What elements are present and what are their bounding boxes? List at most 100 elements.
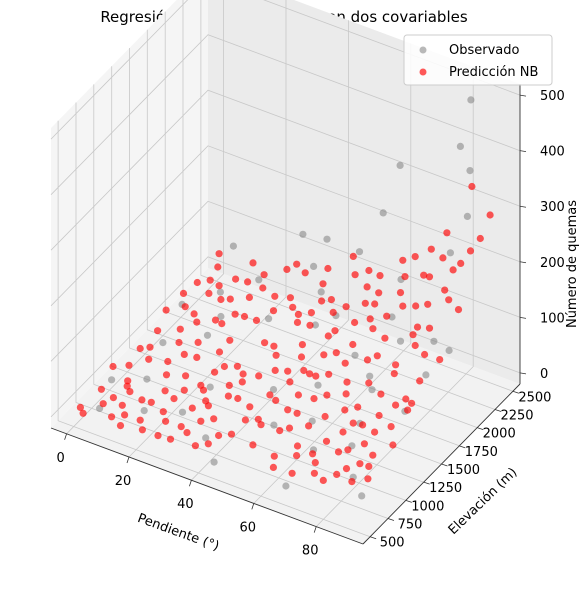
predicted-point — [324, 264, 332, 273]
predicted-point — [365, 462, 373, 470]
predicted-point — [240, 312, 249, 321]
predicted-point — [226, 295, 234, 303]
predicted-point — [297, 353, 306, 361]
predicted-point — [272, 396, 280, 404]
predicted-point — [244, 278, 252, 286]
predicted-point — [232, 275, 240, 283]
gridline-x — [315, 66, 474, 527]
predicted-point — [249, 441, 257, 449]
predicted-point — [255, 372, 263, 380]
predicted-point — [159, 408, 167, 416]
predicted-point — [383, 312, 391, 320]
predicted-point — [99, 400, 107, 408]
y-tick-label: 2250 — [500, 408, 533, 423]
observed-point — [358, 492, 366, 500]
predicted-point — [293, 318, 302, 326]
predicted-point — [310, 395, 318, 403]
predicted-point — [399, 256, 407, 264]
observed-point — [270, 421, 278, 429]
predicted-point — [354, 403, 362, 411]
predicted-point — [210, 415, 218, 423]
observed-point — [299, 230, 307, 238]
predicted-point — [390, 370, 398, 378]
gridline-y — [129, 48, 442, 465]
legend-marker-prediccion — [419, 68, 427, 76]
predicted-point — [270, 342, 278, 350]
predicted-point — [162, 306, 170, 314]
predicted-point — [162, 371, 171, 379]
predicted-point — [205, 289, 213, 297]
predicted-point — [443, 229, 451, 237]
predicted-point — [424, 300, 432, 308]
predicted-point — [356, 460, 364, 468]
predicted-point — [147, 398, 155, 406]
gridline-z — [50, 200, 521, 362]
predicted-point — [468, 182, 476, 191]
gridline-z — [50, 34, 521, 195]
observed-point — [396, 161, 404, 169]
predicted-point — [239, 370, 247, 378]
predicted-point — [220, 362, 228, 371]
predicted-point — [323, 391, 331, 399]
predicted-point — [146, 343, 154, 351]
predicted-point — [218, 320, 226, 328]
predicted-point — [294, 310, 302, 318]
predicted-point — [257, 421, 265, 429]
y-tick-label: 1500 — [447, 463, 480, 478]
predicted-point — [402, 395, 410, 403]
predicted-point — [416, 377, 424, 385]
predicted-point — [260, 271, 268, 279]
predicted-point — [109, 362, 117, 371]
observed-point — [159, 339, 167, 347]
x-tick-label: 0 — [56, 451, 64, 466]
predicted-point — [476, 234, 484, 243]
observed-point — [143, 375, 151, 383]
predicted-point — [197, 417, 205, 425]
predicted-point — [193, 353, 201, 361]
y-tick-mark — [423, 481, 430, 485]
predicted-point — [341, 359, 349, 367]
predicted-point — [259, 284, 267, 292]
predicted-point — [227, 430, 236, 438]
predicted-point — [211, 316, 220, 324]
predicted-point — [408, 399, 416, 407]
x-axis-line — [50, 427, 364, 545]
predicted-point — [175, 338, 183, 347]
predicted-point — [327, 296, 335, 304]
predicted-point — [136, 344, 144, 353]
predicted-point — [359, 421, 367, 429]
x-tick-mark — [313, 526, 317, 533]
predicted-point — [342, 390, 350, 398]
observed-point — [311, 321, 319, 329]
predicted-point — [191, 442, 199, 450]
y-tick-mark — [494, 409, 502, 412]
predicted-point — [183, 429, 191, 437]
predicted-point — [404, 406, 412, 414]
predicted-point — [261, 339, 269, 347]
observed-point — [314, 381, 322, 389]
predicted-point — [361, 299, 369, 307]
y-tick-label: 1000 — [411, 499, 444, 514]
predicted-point — [411, 341, 419, 350]
predicted-point — [412, 302, 420, 310]
predicted-point — [233, 362, 241, 370]
legend-box — [403, 34, 553, 86]
gridline-x — [253, 43, 412, 504]
predicted-point — [176, 325, 184, 333]
observed-point — [467, 96, 475, 104]
predicted-point — [293, 442, 302, 450]
predicted-point — [125, 361, 133, 369]
y-tick-mark — [477, 427, 484, 431]
predicted-point — [231, 310, 239, 318]
legend: Observado Predicción NB — [403, 34, 553, 86]
predicted-point — [300, 366, 308, 375]
gridline-x — [191, 20, 349, 481]
observed-point — [217, 312, 225, 321]
predicted-point — [375, 411, 383, 420]
predicted-point — [252, 316, 261, 324]
predicted-point — [283, 265, 291, 273]
predicted-point — [298, 341, 306, 349]
observed-point — [366, 372, 374, 380]
y-tick-mark — [387, 518, 395, 521]
predicted-point — [226, 336, 234, 344]
